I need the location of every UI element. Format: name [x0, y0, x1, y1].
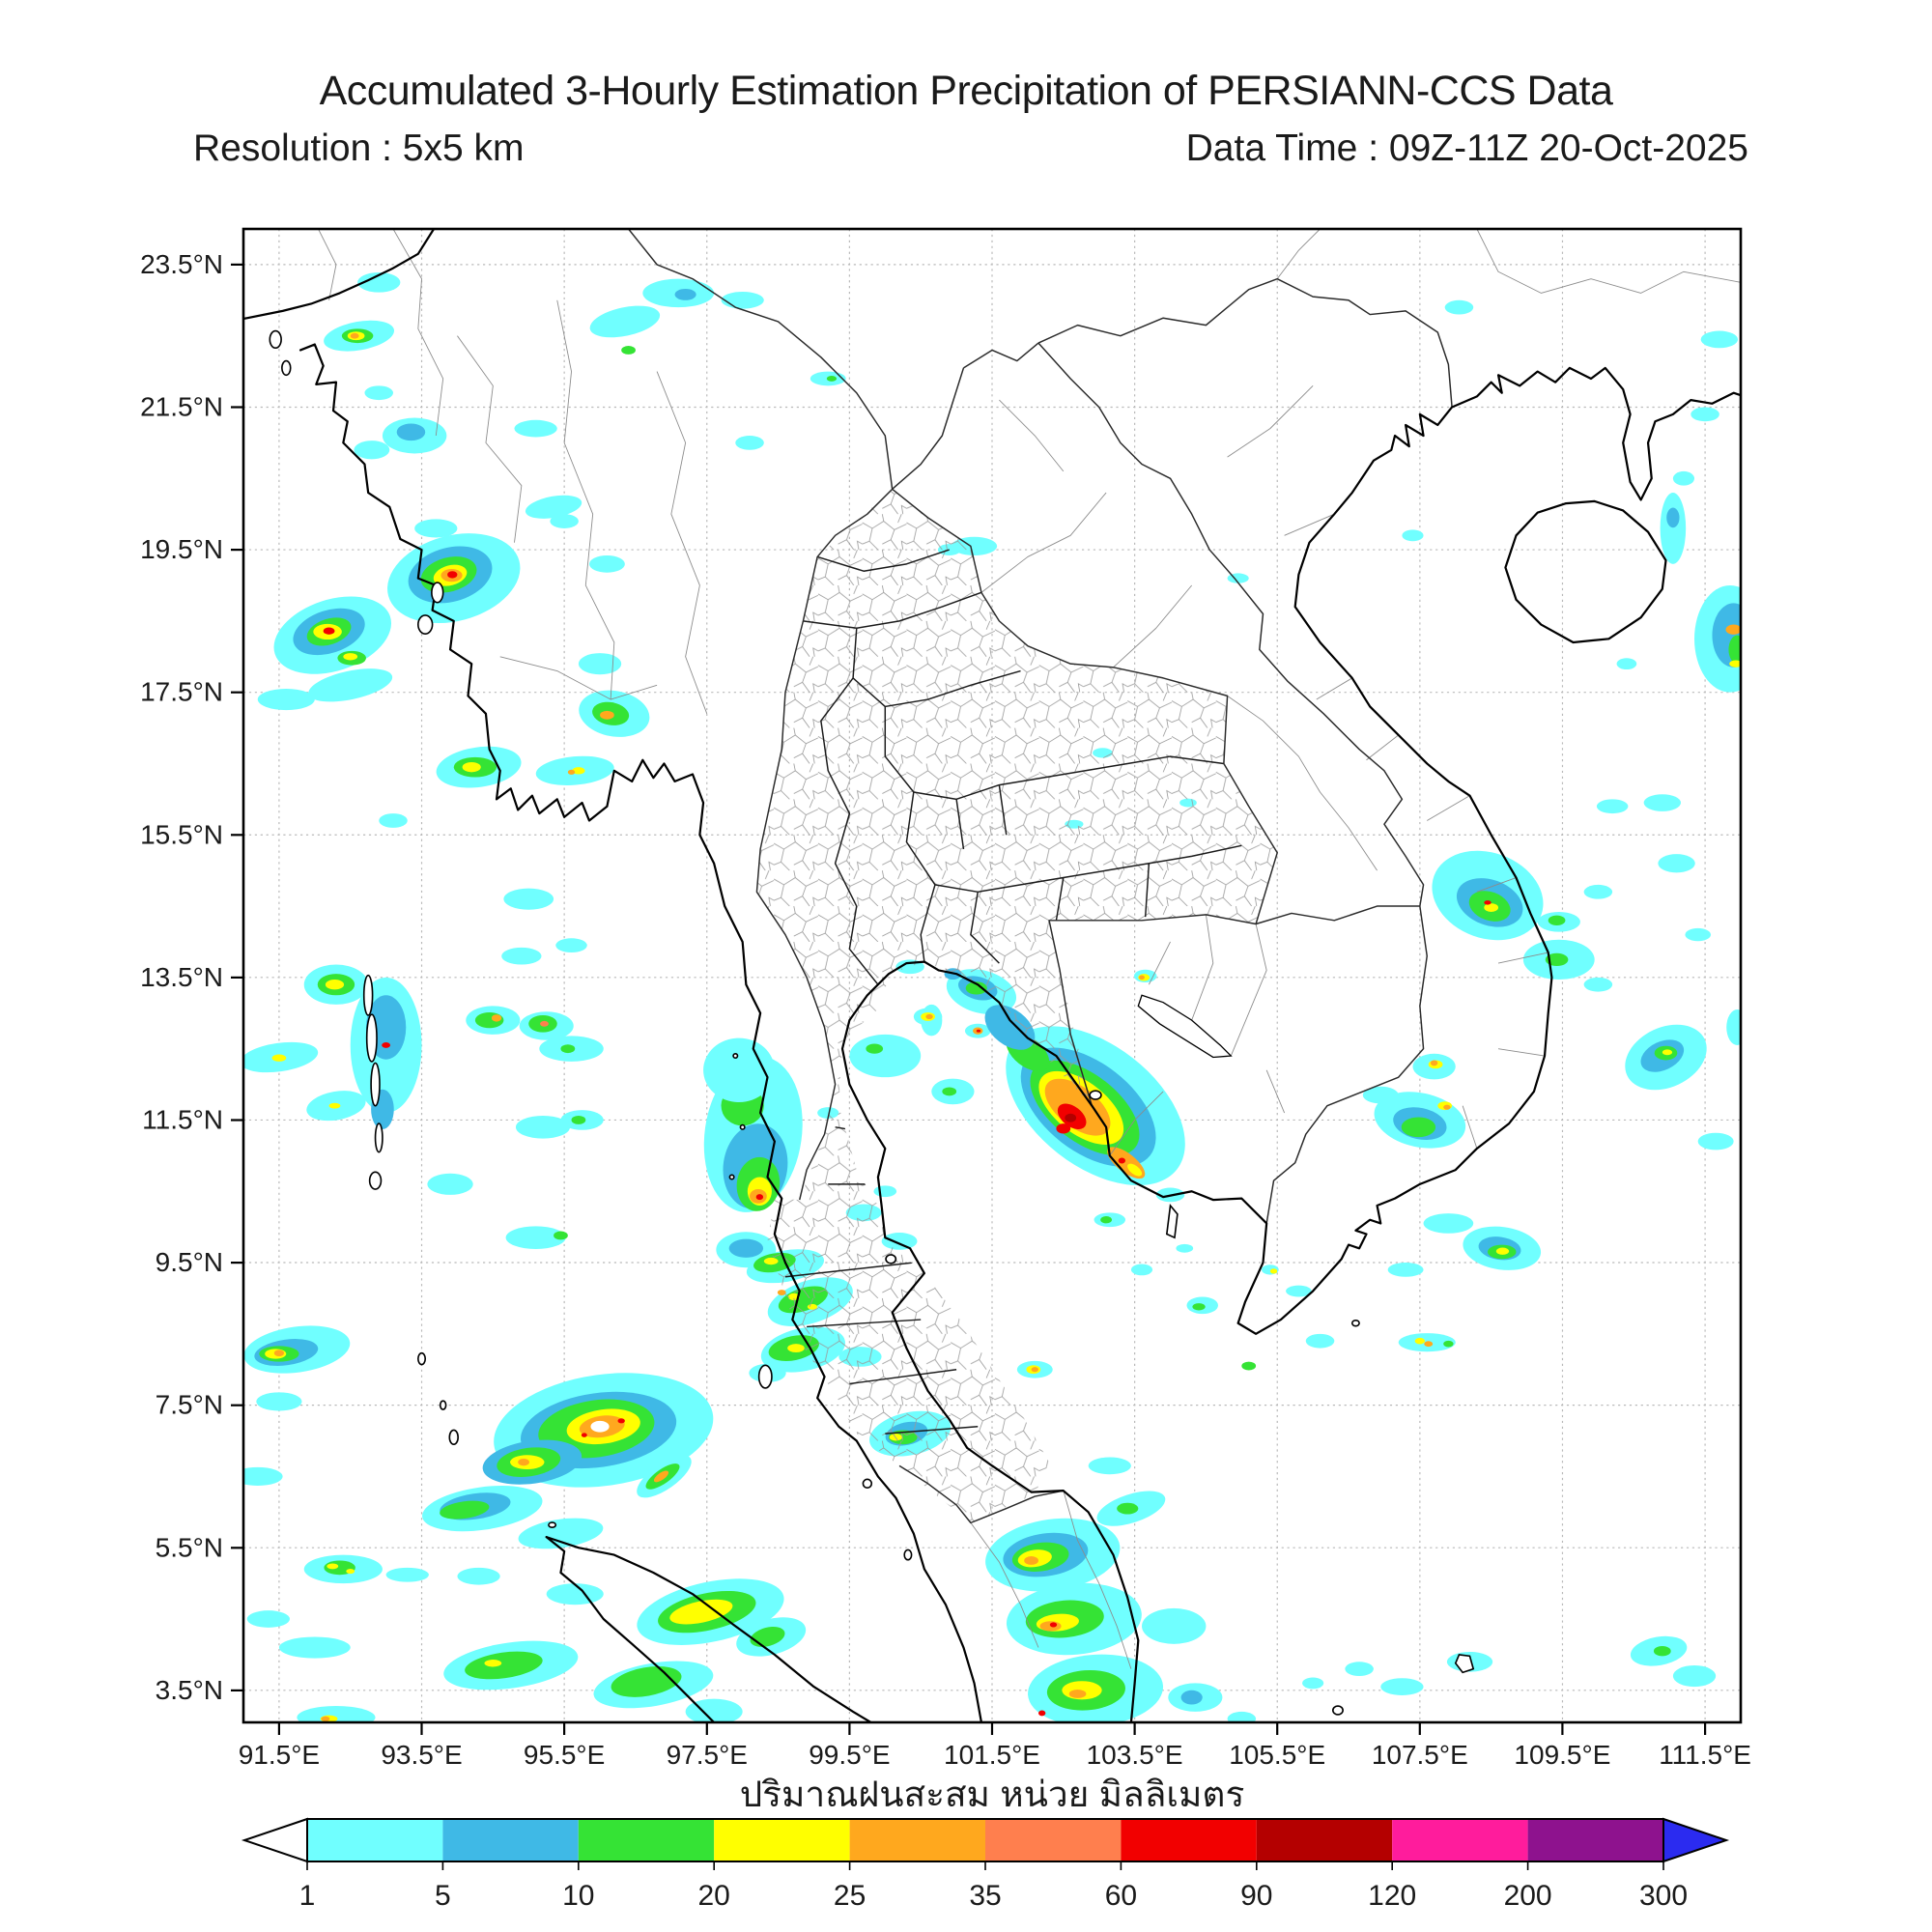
- svg-text:103.5°E: 103.5°E: [1087, 1740, 1183, 1770]
- svg-text:20: 20: [698, 1880, 730, 1912]
- svg-text:10: 10: [562, 1880, 594, 1912]
- svg-text:60: 60: [1105, 1880, 1137, 1912]
- precip-bands-malaysia: [985, 1457, 1223, 1722]
- svg-text:300: 300: [1639, 1880, 1688, 1912]
- map-canvas: [243, 229, 1741, 1722]
- svg-text:9.5°N: 9.5°N: [156, 1247, 223, 1277]
- precip-cluster-south-vietnam: [1362, 1053, 1542, 1352]
- svg-text:97.5°E: 97.5°E: [667, 1740, 748, 1770]
- map-frame: [242, 227, 1743, 1724]
- svg-text:17.5°N: 17.5°N: [140, 677, 223, 707]
- page-title: Accumulated 3-Hourly Estimation Precipit…: [319, 68, 1613, 114]
- precip-cluster-left-8n: [243, 1325, 351, 1411]
- precip-scatter-northwest: [324, 272, 846, 573]
- svg-text:105.5°E: 105.5°E: [1229, 1740, 1325, 1770]
- svg-text:120: 120: [1368, 1880, 1416, 1912]
- svg-text:23.5°N: 23.5°N: [140, 249, 223, 279]
- thailand-districts-mesh: [756, 489, 1278, 1523]
- svg-text:25: 25: [834, 1880, 866, 1912]
- precip-bands-sumatra: [443, 1578, 807, 1722]
- svg-text:107.5°E: 107.5°E: [1372, 1740, 1468, 1770]
- colorbar-ticks: [306, 1861, 1664, 1870]
- y-axis-labels: 23.5°N 21.5°N 19.5°N 17.5°N 15.5°N 13.5°…: [140, 249, 223, 1705]
- colorbar-under-arrow: [241, 1817, 308, 1863]
- svg-text:19.5°N: 19.5°N: [140, 534, 223, 564]
- svg-text:3.5°N: 3.5°N: [156, 1675, 223, 1705]
- svg-text:1: 1: [299, 1880, 316, 1912]
- data-time-label: Data Time : 09Z-11Z 20-Oct-2025: [1185, 128, 1748, 169]
- country-borders: [627, 229, 1453, 1524]
- svg-text:95.5°E: 95.5°E: [524, 1740, 605, 1770]
- svg-text:109.5°E: 109.5°E: [1514, 1740, 1610, 1770]
- unit-caption-thai: ปริมาณฝนสะสม หน่วย มิลลิเมตร: [739, 1775, 1245, 1814]
- y-axis-ticks: [231, 263, 243, 1692]
- precip-scatter-natuna: [1227, 1635, 1717, 1722]
- islands: [269, 329, 1475, 1716]
- svg-text:91.5°E: 91.5°E: [239, 1740, 320, 1770]
- svg-text:11.5°N: 11.5°N: [142, 1105, 223, 1135]
- colorbar-segments: [307, 1819, 1663, 1861]
- svg-text:93.5°E: 93.5°E: [381, 1740, 462, 1770]
- colorbar-labels: 1 5 10 20 25 35 60 90 120 200 300: [299, 1880, 1688, 1912]
- svg-text:13.5°N: 13.5°N: [140, 962, 223, 992]
- x-axis-ticks: [277, 1722, 1707, 1735]
- svg-text:90: 90: [1240, 1880, 1272, 1912]
- precip-storm-cambodia-coast: [984, 1005, 1185, 1186]
- svg-text:7.5°N: 7.5°N: [156, 1390, 223, 1420]
- svg-text:99.5°E: 99.5°E: [809, 1740, 890, 1770]
- svg-text:101.5°E: 101.5°E: [944, 1740, 1040, 1770]
- precip-cluster-bengal: [273, 596, 392, 674]
- precip-cluster-irrawaddy: [257, 653, 650, 788]
- precip-scatter-south-china-sea: [1402, 299, 1741, 1151]
- svg-text:5.5°N: 5.5°N: [156, 1532, 223, 1562]
- svg-text:35: 35: [969, 1880, 1001, 1912]
- svg-text:15.5°N: 15.5°N: [140, 819, 223, 849]
- coastlines: [243, 229, 1741, 1722]
- x-axis-labels: 91.5°E 93.5°E 95.5°E 97.5°E 99.5°E 101.5…: [239, 1740, 1751, 1770]
- admin-boundaries: [318, 229, 1741, 1669]
- svg-text:5: 5: [435, 1880, 451, 1912]
- colorbar: 1 5 10 20 25 35 60 90 120 200 300: [241, 1817, 1730, 1912]
- svg-text:21.5°N: 21.5°N: [140, 392, 223, 422]
- precip-band-south-andaman: [243, 1466, 604, 1722]
- precip-cluster-vietnam-coast: [1432, 850, 1613, 980]
- precip-storm-white-core: [482, 1373, 714, 1498]
- colorbar-over-arrow: [1662, 1817, 1730, 1863]
- svg-text:200: 200: [1504, 1880, 1552, 1912]
- svg-text:111.5°E: 111.5°E: [1659, 1740, 1751, 1770]
- resolution-label: Resolution : 5x5 km: [193, 128, 525, 169]
